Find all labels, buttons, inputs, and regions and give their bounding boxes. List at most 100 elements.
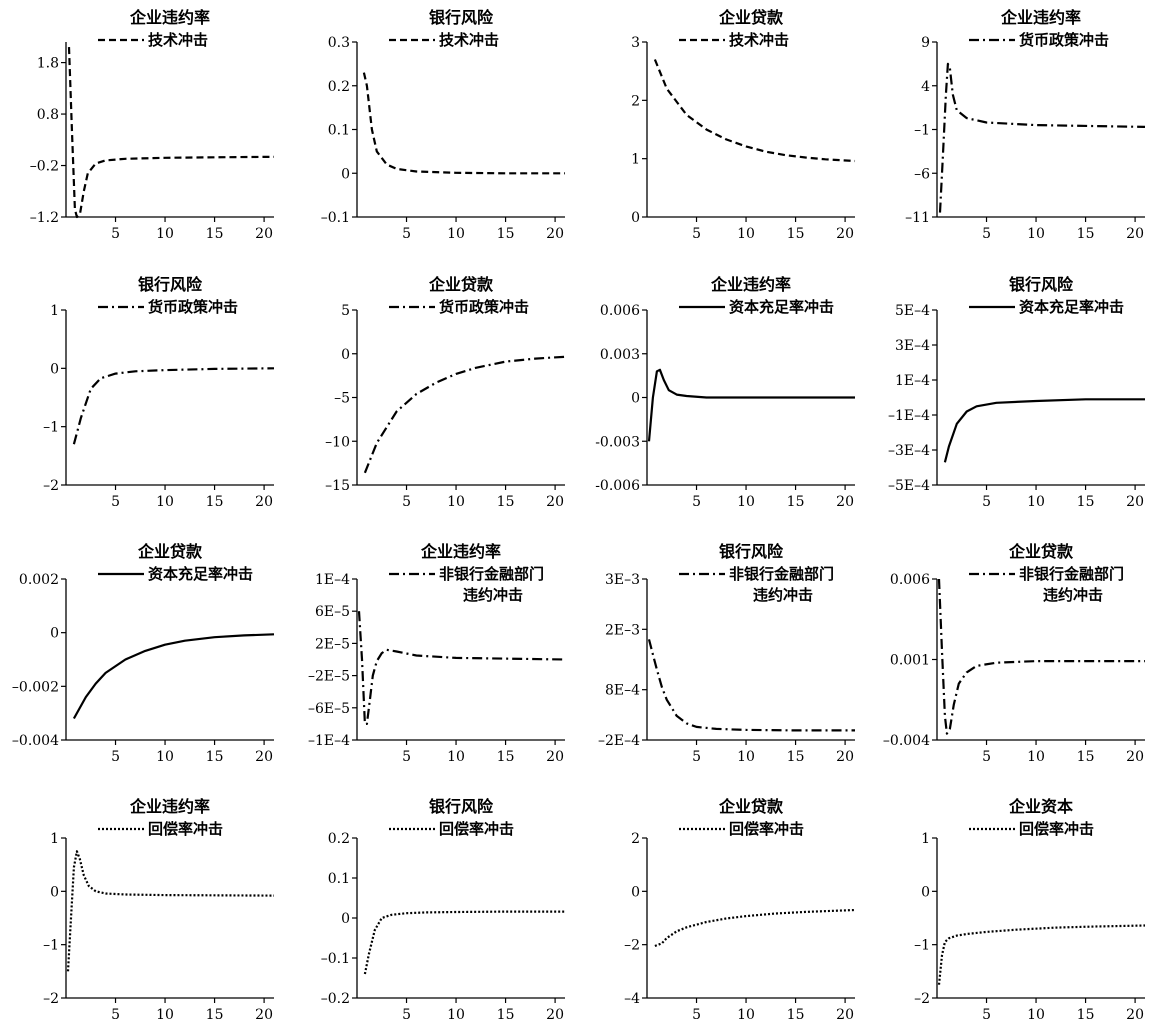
chart-title: 银行风险 <box>1009 275 1074 294</box>
x-tick-label: 15 <box>1077 226 1095 242</box>
series-line <box>72 367 275 445</box>
x-tick-label: 20 <box>255 1007 273 1023</box>
x-tick-label: 5 <box>982 1007 991 1023</box>
y-tick-label: 0 <box>341 911 350 927</box>
y-tick-label: –2 <box>43 478 59 494</box>
y-tick-label: 6E–5 <box>315 604 350 620</box>
y-tick-label: 1.8 <box>37 56 59 72</box>
chart-panel-3: 企业违约率 9 4 –1 –6 –11 5 10 15 20 货币政策冲击 <box>905 8 1146 242</box>
chart-panel-5: 企业贷款 5 0 –5 –10 –15 5 10 15 20 货币政策冲击 <box>325 275 566 510</box>
y-tick-label: 9 <box>921 35 930 51</box>
x-tick-label: 20 <box>1126 494 1144 510</box>
chart-panel-13: 银行风险 0.2 0.1 0 –0.1 –0.2 5 10 15 20 回偿率冲击 <box>321 797 565 1023</box>
legend-label: 技术冲击 <box>148 31 208 49</box>
y-tick-label: –6E–5 <box>308 701 350 717</box>
x-tick-label: 20 <box>255 494 273 510</box>
x-tick-label: 20 <box>546 749 564 765</box>
x-tick-label: 10 <box>156 1007 174 1023</box>
series-line <box>67 47 275 219</box>
y-tick-label: –11 <box>905 210 930 226</box>
x-tick-label: 20 <box>1126 1007 1144 1023</box>
y-tick-label: –0.004 <box>12 733 59 749</box>
x-tick-label: 10 <box>447 749 465 765</box>
x-tick-label: 15 <box>206 494 224 510</box>
series-line <box>362 72 565 175</box>
x-tick-label: 20 <box>255 749 273 765</box>
chart-title: 企业贷款 <box>428 275 494 294</box>
x-tick-label: 10 <box>156 749 174 765</box>
x-tick-label: 10 <box>737 1007 755 1023</box>
chart-title: 企业贷款 <box>137 542 203 561</box>
y-tick-label: 0.3 <box>328 35 350 51</box>
legend-label: 回偿率冲击 <box>439 820 514 838</box>
chart-panel-9: 企业违约率 1E–4 6E–5 2E–5 –2E–5 –6E–5 –1E–4 5 10 15 20 非… <box>308 542 566 765</box>
y-tick-label: –1 <box>914 123 930 139</box>
x-tick-label: 5 <box>692 494 701 510</box>
x-tick-label: 15 <box>787 749 805 765</box>
x-tick-label: 10 <box>737 749 755 765</box>
x-tick-label: 5 <box>111 494 120 510</box>
x-tick-label: 10 <box>1027 226 1045 242</box>
chart-title: 企业违约率 <box>1000 8 1081 27</box>
legend-label: 回偿率冲击 <box>1019 820 1094 838</box>
y-tick-label: –2 <box>43 991 59 1007</box>
series-line <box>943 398 1145 463</box>
x-tick-label: 15 <box>497 749 515 765</box>
chart-title: 企业违约率 <box>710 275 791 294</box>
y-tick-label: –10 <box>325 434 350 450</box>
x-tick-label: 15 <box>1077 494 1095 510</box>
y-tick-label: –2E–5 <box>308 669 350 685</box>
y-tick-label: 0 <box>921 884 930 900</box>
x-tick-label: 20 <box>836 494 854 510</box>
x-tick-label: 15 <box>497 1007 515 1023</box>
y-tick-label: 0 <box>50 626 59 642</box>
series-line <box>647 639 855 732</box>
series-line <box>937 578 1145 735</box>
legend-label: 技术冲击 <box>439 31 499 49</box>
legend-label: 非银行金融部门 <box>729 565 834 583</box>
y-tick-label: –0.004 <box>883 733 930 749</box>
chart-title: 银行风险 <box>719 542 784 561</box>
y-tick-label: 0 <box>341 347 350 363</box>
chart-panel-7: 银行风险 5E–4 3E–4 1E–4 –1E–4 –3E–4 –5E–4 5 10 15 20 资本… <box>888 275 1145 510</box>
x-tick-label: 20 <box>255 226 273 242</box>
chart-title: 企业违约率 <box>129 8 210 27</box>
chart-title: 企业贷款 <box>1008 542 1074 561</box>
x-tick-label: 10 <box>156 226 174 242</box>
x-tick-label: 15 <box>497 494 515 510</box>
x-tick-label: 15 <box>787 1007 805 1023</box>
y-tick-label: 1 <box>50 303 59 319</box>
x-tick-label: 5 <box>692 1007 701 1023</box>
chart-panel-1: 银行风险 0.3 0.2 0.1 0 –0.1 5 10 15 20 技术冲击 <box>321 8 565 242</box>
y-tick-label: 1 <box>50 831 59 847</box>
chart-title: 企业资本 <box>1008 797 1073 816</box>
y-tick-label: –1 <box>43 420 59 436</box>
x-tick-label: 10 <box>447 494 465 510</box>
chart-panel-8: 企业贷款 0.002 0 –0.002 –0.004 5 10 15 20 资本充足率冲击 <box>12 542 275 765</box>
chart-title: 银行风险 <box>138 275 203 294</box>
legend-label: 货币政策冲击 <box>439 298 529 316</box>
x-tick-label: 15 <box>787 494 805 510</box>
y-tick-label: –0.2 <box>321 991 350 1007</box>
x-tick-label: 15 <box>497 226 515 242</box>
y-tick-label: 3E–3 <box>605 572 640 588</box>
x-tick-label: 5 <box>402 494 411 510</box>
chart-title: 银行风险 <box>429 797 494 816</box>
y-tick-label: 0 <box>50 884 59 900</box>
y-tick-label: -0.006 <box>595 478 640 494</box>
y-tick-label: 3 <box>631 35 640 51</box>
y-tick-label: –0.2 <box>30 159 59 175</box>
y-tick-label: 5E–4 <box>895 303 930 319</box>
chart-panel-0: 企业违约率 1.8 0.8 –0.2 –1.2 5 10 15 20 技术冲击 <box>30 8 275 242</box>
x-tick-label: 10 <box>1027 1007 1045 1023</box>
y-tick-label: 0.1 <box>328 871 350 887</box>
y-tick-label: 0.8 <box>37 107 59 123</box>
x-tick-label: 20 <box>1126 749 1144 765</box>
